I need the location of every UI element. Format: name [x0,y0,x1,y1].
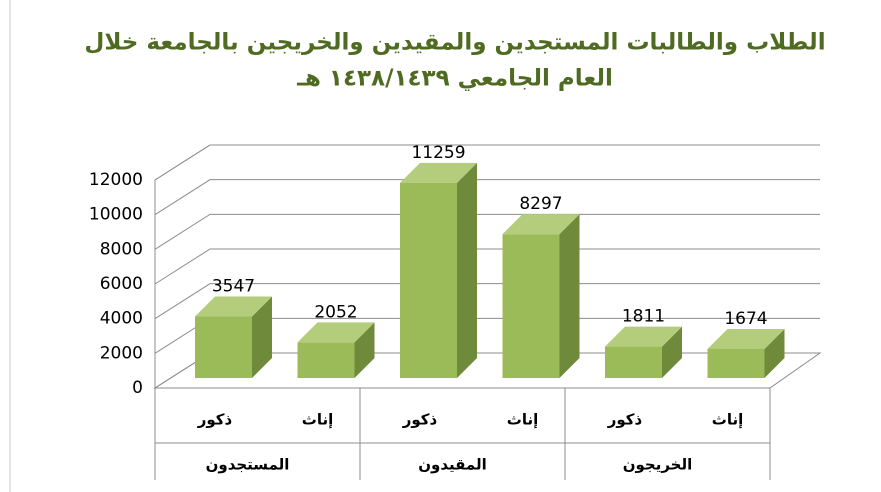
value-label: 3547 [212,277,255,297]
bar-top [605,326,682,347]
bar [400,182,457,378]
y-tick-label: 10000 [89,205,143,225]
group-label: الخريجون [623,456,693,474]
grid-line [154,213,820,250]
grid-line [154,283,820,320]
group-label: المستجدون [206,456,290,474]
bar-side [764,328,785,378]
x-tick-label: إناث [507,411,538,429]
y-tick-label: 8000 [100,239,143,259]
bar-side [559,214,580,378]
x-tick-label: ذكور [607,411,643,429]
y-tick-label: 6000 [100,274,143,294]
bar-side [252,296,272,378]
value-label: 11259 [411,143,465,163]
bar [297,342,355,378]
bar [605,346,662,378]
bar-side [457,162,477,378]
chart-title: الطلاب والطالبات المستجدين والمقيدين وال… [84,30,825,56]
bar [502,234,560,378]
y-tick-label: 2000 [100,343,143,363]
value-label: 1674 [724,309,767,329]
chart-title: العام الجامعي ١٤٣٨/١٤٣٩ هـ [296,66,613,92]
y-tick-label: 4000 [100,309,143,329]
x-tick-label: ذكور [402,411,438,429]
bar [195,316,252,378]
grid-line [154,248,820,285]
bar-top [707,328,785,349]
value-label: 1811 [622,307,665,327]
y-tick-label: 0 [132,378,143,398]
group-label: المقيدون [418,456,487,474]
bar-side [354,322,375,378]
x-tick-label: إناث [302,411,333,429]
bar-top [297,322,375,343]
y-tick-label: 12000 [89,170,143,190]
x-tick-label: إناث [712,411,743,429]
bar-top [195,296,272,317]
x-tick-label: ذكور [197,411,233,429]
value-label: 8297 [519,194,562,214]
bar [707,348,765,378]
bar-side [662,326,682,378]
bar-top [400,162,477,183]
value-label: 2052 [314,302,357,322]
bar-top [502,214,580,235]
grid-line [154,144,820,181]
grid-line [154,179,820,216]
